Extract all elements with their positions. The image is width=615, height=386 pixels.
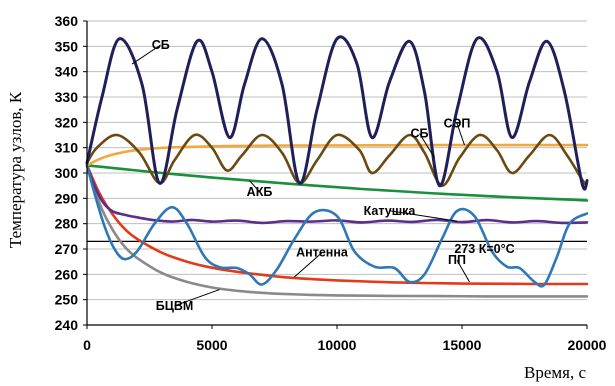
- annotations: СБ СБ СЭП АКБ Катушка Антенна ПП БЦВМ 273 К=0°С: [131, 38, 515, 313]
- annotation-label: СБ: [410, 127, 428, 141]
- series-line-6: [85, 164, 589, 288]
- series-line-8: [85, 164, 589, 298]
- x-tick-label: 5000: [196, 337, 227, 353]
- annotation-leader: [419, 133, 435, 159]
- y-tick-label: 360: [55, 13, 79, 29]
- annotation-label: СЭП: [444, 116, 471, 130]
- annotation-label: Катушка: [364, 204, 417, 218]
- y-tick-label: 280: [55, 216, 79, 232]
- x-tick-label: 20000: [568, 337, 607, 353]
- annotation-leader: [389, 210, 458, 222]
- annotation-leader: [456, 259, 470, 283]
- annotation-leader: [249, 180, 260, 193]
- y-tick-label: 240: [55, 317, 79, 333]
- axes: 240 250 260 270 280 290 300 310 320 330 340 350 360 0…: [55, 13, 607, 353]
- y-tick-label: 350: [55, 38, 79, 54]
- y-tick-label: 310: [55, 140, 79, 156]
- annotation-leader: [294, 252, 323, 278]
- annotation-leader: [174, 289, 220, 307]
- annotation-label: ПП: [448, 253, 466, 267]
- annotation-label: Антенна: [296, 246, 349, 260]
- series-line-2: [85, 133, 589, 187]
- series-line-4: [85, 164, 589, 202]
- y-tick-label: 250: [55, 292, 79, 308]
- series-group: [85, 35, 589, 298]
- x-axis-title: Время, с: [524, 363, 586, 382]
- annotation-label: БЦВМ: [156, 299, 194, 313]
- x-tick-label: 0: [83, 337, 91, 353]
- y-tick-label: 320: [55, 114, 79, 130]
- y-axis-title: Температура узлов, К: [6, 91, 25, 248]
- y-tick-label: 330: [55, 89, 79, 105]
- x-tick-label: 15000: [443, 337, 482, 353]
- y-tick-label: 300: [55, 165, 79, 181]
- series-line-1: [85, 35, 589, 191]
- y-tick-label: 260: [55, 266, 79, 282]
- x-tick-label: 10000: [318, 337, 357, 353]
- annotation-leader: [131, 44, 162, 65]
- annotation-leader: [456, 123, 465, 146]
- series-line-5: [85, 164, 589, 225]
- annotation-label: СБ: [152, 38, 170, 52]
- y-tick-label: 340: [55, 64, 79, 80]
- annotation-label: 273 К=0°С: [454, 242, 514, 256]
- annotation-label: АКБ: [247, 185, 273, 199]
- series-line-3: [85, 143, 589, 167]
- y-tick-label: 270: [55, 241, 79, 257]
- y-tick-label: 290: [55, 190, 79, 206]
